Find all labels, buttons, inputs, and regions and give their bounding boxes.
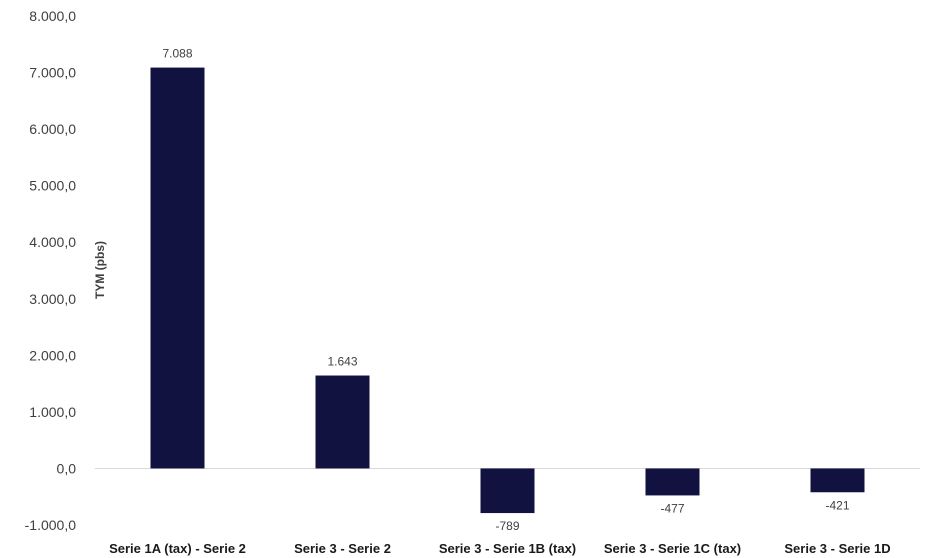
y-axis-ticks: 8.000,0 7.000,0 6.000,0 5.000,0 4.000,0 3.000… xyxy=(25,8,77,533)
x-category-label: Serie 3 - Serie 2 xyxy=(294,541,391,556)
y-tick-label: 3.000,0 xyxy=(29,291,76,307)
y-tick-label: 4.000,0 xyxy=(29,234,76,250)
bar xyxy=(315,375,370,469)
bar-value-label: 1.643 xyxy=(327,355,357,369)
bar xyxy=(480,468,535,514)
y-tick-label: 6.000,0 xyxy=(29,121,76,137)
y-tick-label: 0,0 xyxy=(57,460,77,476)
data-labels: 7.088 1.643 -789 -477 -421 xyxy=(162,47,849,533)
bar-value-label: -789 xyxy=(495,519,519,533)
y-tick-label: 8.000,0 xyxy=(29,8,76,24)
y-tick-label: 2.000,0 xyxy=(29,347,76,363)
x-category-label: Serie 3 - Serie 1C (tax) xyxy=(604,541,741,556)
x-axis-category-labels: Serie 1A (tax) - Serie 2 Serie 3 - Serie … xyxy=(109,541,891,556)
y-axis-title: TYM (pbs) xyxy=(93,241,107,299)
bar xyxy=(810,468,865,493)
x-category-label: Serie 3 - Serie 1D xyxy=(784,541,890,556)
y-tick-label: 7.000,0 xyxy=(29,65,76,81)
y-tick-label: 1.000,0 xyxy=(29,404,76,420)
x-category-label: Serie 1A (tax) - Serie 2 xyxy=(109,541,246,556)
bar-value-label: -421 xyxy=(825,498,849,512)
bar xyxy=(645,468,700,496)
bar-value-label: 7.088 xyxy=(162,47,192,61)
y-tick-label: 5.000,0 xyxy=(29,178,76,194)
x-category-label: Serie 3 - Serie 1B (tax) xyxy=(439,541,576,556)
bar xyxy=(150,67,205,469)
bars xyxy=(150,67,865,514)
y-tick-label: -1.000,0 xyxy=(25,517,77,533)
bar-value-label: -477 xyxy=(660,501,684,515)
